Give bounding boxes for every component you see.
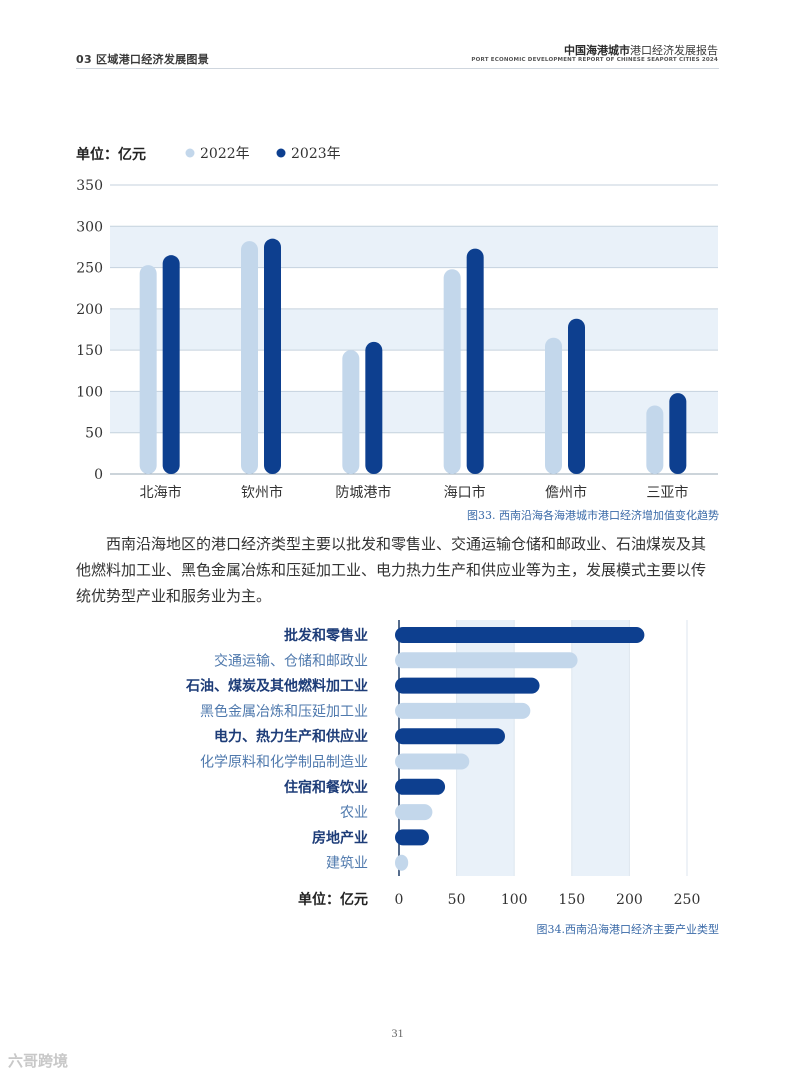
y-tick-label: 50 — [85, 426, 103, 442]
x-tick-label: 海口市 — [444, 484, 486, 501]
bar — [395, 753, 470, 770]
bar — [241, 241, 258, 474]
report-title-en: PORT ECONOMIC DEVELOPMENT REPORT OF CHIN… — [471, 57, 718, 63]
category-label: 石油、煤炭及其他燃料加工业 — [185, 678, 368, 695]
page-number: 31 — [391, 1026, 404, 1040]
x-tick-label: 防城港市 — [335, 484, 391, 501]
bar — [365, 341, 383, 474]
grid-band — [110, 391, 718, 433]
unit-label: 单位：亿元 — [76, 146, 146, 163]
bar — [395, 778, 446, 795]
legend-marker — [185, 148, 195, 158]
category-label: 批发和零售业 — [284, 627, 368, 644]
x-tick-label: 150 — [558, 892, 585, 908]
y-tick-label: 150 — [76, 343, 103, 359]
x-tick-label: 0 — [395, 892, 404, 908]
bar — [466, 248, 484, 474]
report-title-rest: 港口经济发展报告 — [630, 44, 718, 57]
legend-label: 2022年 — [200, 146, 250, 162]
y-tick-label: 100 — [76, 384, 103, 400]
chart-industry-types: 0 50 100 150 200 250 单位：亿元 批发和零售业交通运输、仓储和邮政业石油、… — [185, 620, 701, 908]
x-tick-label: 儋州市 — [545, 484, 587, 501]
y-tick-label: 200 — [76, 302, 103, 318]
category-label: 交通运输、仓储和邮政业 — [214, 652, 368, 669]
legend-label: 2023年 — [291, 146, 341, 162]
chart2-caption: 图34.西南沿海港口经济主要产业类型 — [536, 923, 720, 936]
bar — [395, 627, 645, 643]
x-tick-label: 钦州市 — [241, 484, 283, 501]
category-label: 电力、热力生产和供应业 — [214, 728, 368, 745]
report-title-cn: 中国海港城市港口经济发展报告 — [564, 42, 718, 58]
bar — [395, 728, 505, 745]
category-label: 建筑业 — [326, 856, 368, 872]
bar — [443, 269, 461, 474]
x-tick-label: 北海市 — [140, 484, 182, 501]
x-tick-label: 三亚市 — [646, 484, 688, 501]
bar — [162, 255, 180, 474]
watermark: 六哥跨境 — [8, 1052, 69, 1070]
bar — [395, 702, 531, 719]
section-title: 03 区域港口经济发展图景 — [76, 53, 210, 66]
x-tick-label: 50 — [448, 892, 466, 908]
legend-marker — [276, 148, 286, 158]
grid-band — [110, 226, 718, 268]
bar — [342, 350, 360, 474]
unit-label: 单位：亿元 — [298, 891, 368, 908]
y-tick-label: 300 — [76, 219, 103, 235]
grid-band — [110, 308, 718, 351]
x-tick-label: 250 — [674, 892, 701, 908]
bar — [568, 318, 585, 474]
bar — [395, 829, 429, 846]
bar — [646, 405, 664, 474]
bar — [669, 393, 687, 474]
x-tick-label: 100 — [501, 892, 528, 908]
report-title-bold: 中国海港城市 — [564, 44, 630, 57]
bar — [395, 804, 433, 821]
bar — [395, 652, 578, 669]
body-paragraph: 西南沿海地区的港口经济类型主要以批发和零售业、交通运输仓储和邮政业、石油煤炭及其… — [76, 535, 707, 605]
category-label: 住宿和餐饮业 — [284, 779, 368, 796]
bar — [395, 677, 540, 694]
y-tick-label: 350 — [76, 178, 103, 194]
y-tick-label: 0 — [94, 467, 103, 483]
x-tick-label: 200 — [616, 892, 643, 908]
y-tick-label: 250 — [76, 261, 103, 277]
category-label: 化学原料和化学制品制造业 — [200, 755, 368, 771]
bar — [139, 265, 157, 474]
category-label: 农业 — [340, 805, 368, 821]
category-label: 黑色金属冶炼和压延加工业 — [200, 703, 368, 720]
bar — [545, 337, 562, 474]
category-label: 房地产业 — [312, 829, 368, 846]
bar — [264, 238, 281, 474]
bar — [395, 854, 409, 871]
chart1-caption: 图33. 西南沿海各海港城市港口经济增加值变化趋势 — [467, 509, 719, 522]
header-divider — [76, 68, 719, 69]
grid-band — [571, 620, 630, 876]
